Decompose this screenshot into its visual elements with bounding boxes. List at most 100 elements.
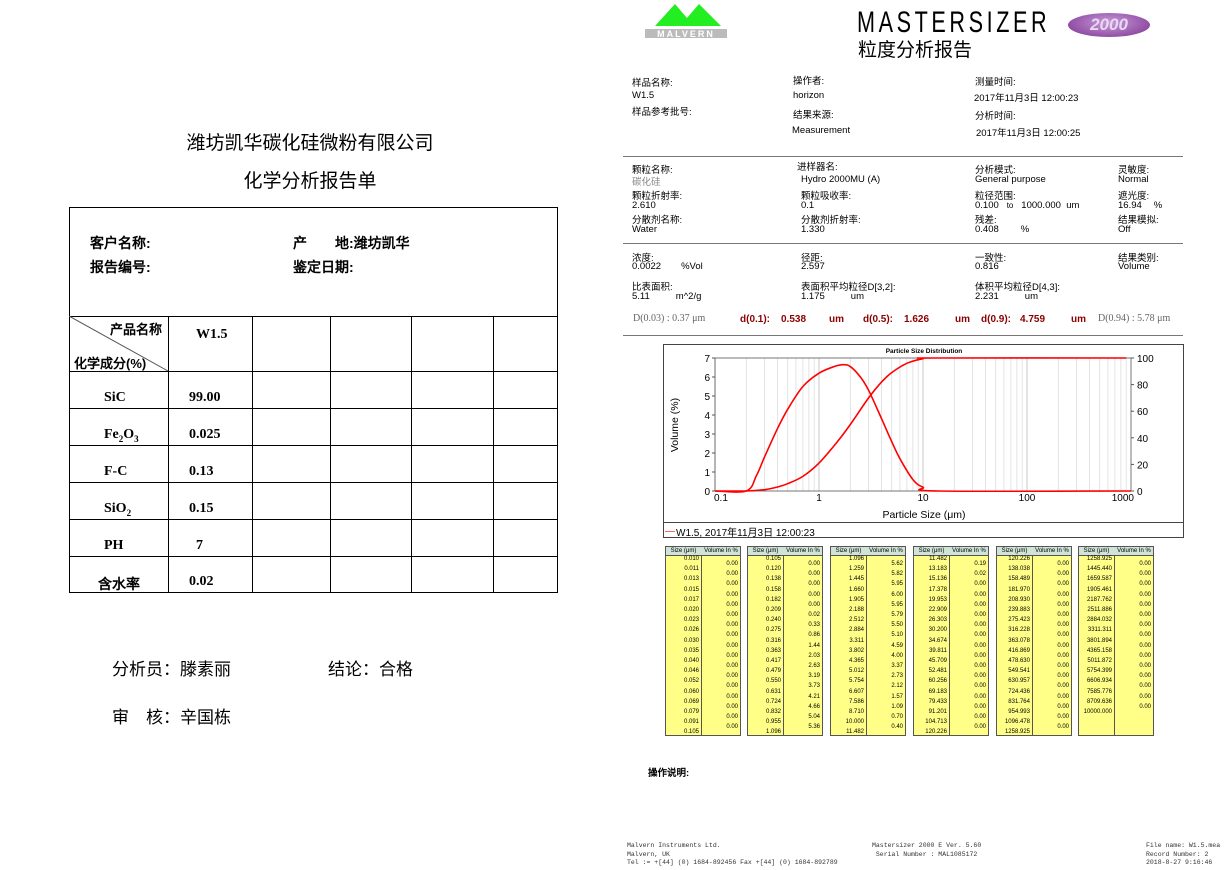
value-ph: 7: [196, 538, 203, 553]
size-cell: 0.079: [683, 709, 699, 715]
size-cell: 7585.776: [1086, 688, 1112, 695]
particle-name: 碳化硅: [632, 177, 661, 188]
report-title: 化学分析报告单: [243, 171, 377, 192]
size-cell: 0.550: [765, 678, 781, 685]
volume-cell: 0.00: [726, 581, 738, 588]
volume-cell: 0.19: [974, 561, 986, 567]
size-cell: 0.240: [765, 617, 781, 624]
ssa: 5.11 m^2/g: [632, 291, 702, 302]
volume-cell: 0.00: [974, 652, 986, 659]
volume-cell: 0.00: [1057, 591, 1069, 598]
footer-software: Mastersizer 2000 E Ver. 5.60 Serial Numbe…: [872, 842, 982, 858]
size-cell: 1258.925: [1086, 556, 1112, 562]
x-tick-label: 10: [917, 493, 929, 504]
volume-cell: 0.00: [1057, 601, 1069, 608]
component-sio2: SiO2: [104, 501, 132, 518]
size-cell: 5.754: [848, 678, 864, 685]
size-cell: 0.316: [765, 637, 781, 644]
d05-unit: um: [955, 314, 970, 325]
header-product: 产品名称: [110, 322, 163, 337]
d09-label: d(0.9):: [981, 314, 1011, 325]
size-cell: 45.709: [928, 658, 947, 664]
psd-table: Size (μm) Volume In % 11.482 13.183 15.136 17…: [913, 546, 989, 736]
component-sic: SiC: [104, 390, 126, 405]
d32: 1.175 um: [801, 291, 864, 302]
size-cell: 5.012: [848, 668, 864, 675]
obscuration: 16.94%: [1118, 200, 1163, 211]
d05: 1.626: [904, 314, 930, 325]
header-component: 化学成分(%): [74, 356, 147, 371]
volume-cell: 0.00: [974, 591, 986, 598]
volume-cell: 5.95: [891, 581, 903, 588]
size-cell: 0.105: [765, 556, 781, 562]
volume-cell: 5.82: [891, 571, 903, 578]
component-fe2o3: Fe2O3: [104, 427, 139, 444]
volume-cell: 3.19: [808, 673, 820, 680]
volume-cell: 0.00: [1057, 632, 1069, 639]
volume-cell: 2.73: [891, 673, 903, 680]
volume-cell: 0.00: [1057, 571, 1069, 578]
component-fc: F-C: [104, 464, 128, 479]
volume-cell: 6.00: [891, 591, 903, 598]
value-moisture: 0.02: [189, 574, 214, 589]
frequency-curve: [714, 363, 1132, 493]
analysis-time: 2017年11月3日 12:00:25: [976, 128, 1081, 139]
volume-cell: 0.00: [726, 571, 738, 578]
size-cell: 275.423: [1008, 617, 1030, 624]
volume-cell: 0.00: [726, 683, 738, 690]
size-cell: 34.674: [928, 637, 947, 644]
size-cell: 0.011: [684, 566, 699, 573]
volume-cell: 0.00: [726, 642, 738, 649]
y2-tick-label: 20: [1137, 460, 1149, 471]
size-cell: 0.030: [683, 637, 699, 644]
volume-cell: 0.00: [1057, 652, 1069, 659]
volume-cell: 5.50: [891, 622, 903, 629]
volume-cell: 0.00: [808, 571, 820, 578]
size-cell: 0.182: [765, 596, 781, 603]
size-cell: 158.489: [1008, 576, 1030, 583]
d01-label: d(0.1):: [740, 314, 770, 325]
y2-tick-label: 40: [1137, 434, 1149, 445]
absorption-label: 颗粒吸收率:: [801, 191, 852, 202]
size-cell: 0.631: [765, 688, 781, 695]
y-tick-label: 4: [704, 411, 710, 422]
uniformity-label: 一致性:: [975, 253, 1007, 264]
volume-cell: 0.00: [974, 663, 986, 669]
size-cell: 15.136: [928, 576, 947, 583]
size-cell: 5754.399: [1086, 668, 1112, 675]
size-header: Size (μm): [1001, 548, 1028, 554]
size-cell: 1096.478: [1004, 719, 1030, 726]
volume-cell: 0.00: [1057, 622, 1069, 629]
size-cell: 1.445: [848, 576, 864, 583]
volume-cell: 0.00: [1057, 673, 1069, 680]
volume-cell: 0.00: [1057, 703, 1069, 710]
volume-cell: 0.00: [1057, 724, 1069, 731]
size-cell: 630.957: [1008, 678, 1030, 685]
size-cell: 39.811: [929, 647, 947, 654]
volume-cell: 0.00: [1139, 591, 1151, 598]
volume-cell: 5.04: [808, 714, 820, 720]
accessory: Hydro 2000MU (A): [801, 174, 881, 185]
volume-cell: 0.00: [1139, 632, 1151, 639]
sensitivity-label: 灵敏度:: [1118, 165, 1150, 176]
size-cell: 5011.872: [1087, 658, 1112, 664]
volume-cell: 0.00: [1139, 663, 1151, 669]
volume-cell: 0.00: [1057, 693, 1069, 700]
size-cell: 2511.886: [1087, 607, 1112, 613]
dispersant-label: 分散剂名称:: [632, 215, 683, 226]
d09: 4.759: [1020, 314, 1046, 325]
chemical-report-table: [69, 207, 558, 593]
volume-cell: 0.00: [1139, 561, 1151, 567]
measure-time: 2017年11月3日 12:00:23: [974, 93, 1079, 104]
volume-cell: 0.00: [974, 622, 986, 629]
size-cell: 478.630: [1008, 658, 1030, 664]
size-cell: 0.091: [683, 719, 699, 726]
analysis-time-label: 分析时间:: [975, 111, 1016, 122]
size-cell: 3.311: [849, 637, 864, 644]
company-name: 潍坊凯华碳化硅微粉有限公司: [186, 133, 434, 154]
component-moisture: 含水率: [98, 578, 140, 593]
volume-cell: 5.79: [891, 612, 903, 618]
size-cell: 0.120: [765, 566, 781, 573]
size-cell: 0.010: [683, 556, 699, 562]
d05-label: d(0.5):: [863, 314, 893, 325]
